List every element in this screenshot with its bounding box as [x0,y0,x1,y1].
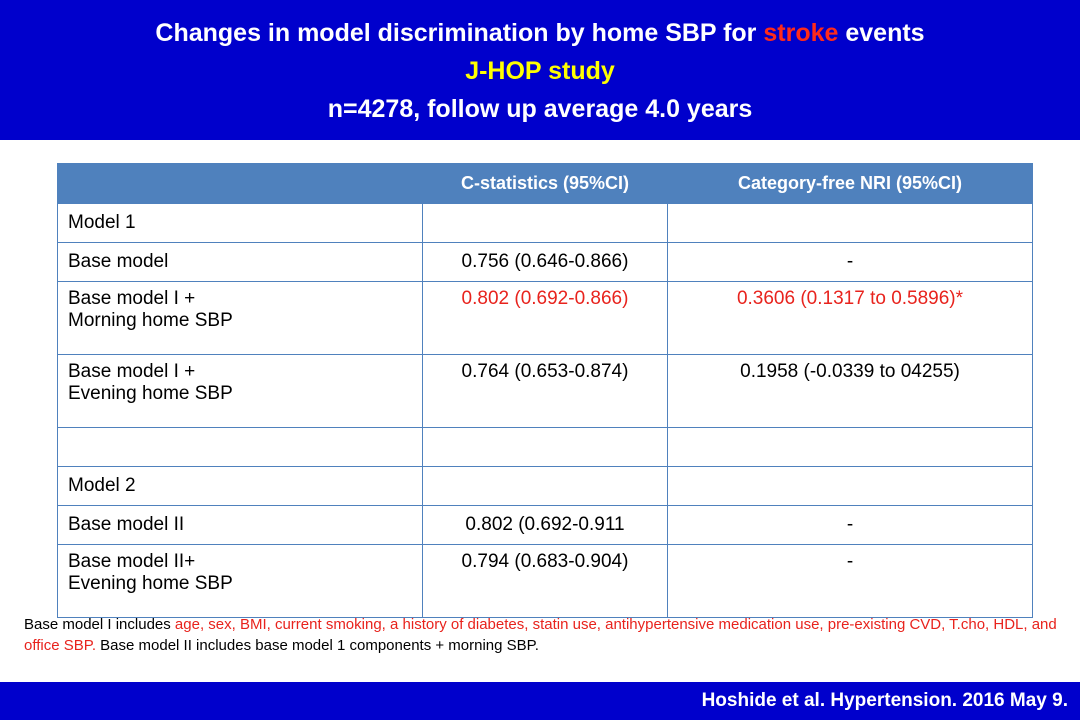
row-label: Base model [57,242,423,282]
table-row: Base model I + Morning home SBP 0.802 (0… [57,281,1033,355]
table-row [57,427,1033,467]
slide-footer: Hoshide et al. Hypertension. 2016 May 9. [0,682,1080,720]
nri-cell: 0.1958 (-0.0339 to 04255) [667,354,1033,428]
row-label-line1: Base model I + [68,361,196,382]
cstat-cell: 0.802 (0.692-0.911 [422,505,668,545]
table-row: Base model 0.756 (0.646-0.866) - [57,242,1033,282]
footnote: Base model I includes age, sex, BMI, cur… [24,614,1070,656]
row-label-line1: Base model II+ [68,551,196,572]
nri-cell [667,427,1033,467]
row-label: Model 2 [57,466,423,506]
table-header-row: C-statistics (95%CI) Category-free NRI (… [57,163,1033,204]
study-name: J-HOP study [465,57,615,85]
table-row: Base model II 0.802 (0.692-0.911 - [57,505,1033,545]
column-header-cstat: C-statistics (95%CI) [422,163,668,204]
table-row: Base model I + Evening home SBP 0.764 (0… [57,354,1033,428]
nri-cell: - [667,242,1033,282]
cstat-cell [422,466,668,506]
row-label: Base model I + Evening home SBP [57,354,423,428]
cstat-cell [422,427,668,467]
nri-cell [667,466,1033,506]
nri-cell: - [667,505,1033,545]
slide-title: Changes in model discrimination by home … [0,14,1080,52]
citation: Hoshide et al. Hypertension. 2016 May 9. [701,690,1068,711]
row-label: Base model II [57,505,423,545]
cohort-info: n=4278, follow up average 4.0 years [327,95,753,123]
row-label-line1: Base model I + [68,288,196,309]
results-table: C-statistics (95%CI) Category-free NRI (… [57,163,1033,618]
title-suffix: events [845,19,925,47]
row-label: Model 1 [57,203,423,243]
row-label: Base model I + Morning home SBP [57,281,423,355]
title-prefix: Changes in model discrimination by home … [155,19,757,47]
row-label-line2: Evening home SBP [68,383,233,404]
column-header-nri: Category-free NRI (95%CI) [667,163,1033,204]
nri-cell: - [667,544,1033,618]
table-row: Base model II+ Evening home SBP 0.794 (0… [57,544,1033,618]
nri-cell [667,203,1033,243]
row-label: Base model II+ Evening home SBP [57,544,423,618]
cstat-cell: 0.794 (0.683-0.904) [422,544,668,618]
footnote-covariates: age, sex, BMI, current smoking, a histor… [24,616,1057,654]
nri-cell: 0.3606 (0.1317 to 0.5896)* [667,281,1033,355]
table-row: Model 1 [57,203,1033,243]
column-header-model [57,163,423,204]
slide-header: Changes in model discrimination by home … [0,0,1080,140]
title-highlight-stroke: stroke [763,19,839,47]
footnote-rest: Base model II includes base model 1 comp… [100,637,539,654]
cstat-cell: 0.764 (0.653-0.874) [422,354,668,428]
table-row: Model 2 [57,466,1033,506]
row-label-line2: Evening home SBP [68,573,233,594]
cstat-cell: 0.802 (0.692-0.866) [422,281,668,355]
cstat-cell [422,203,668,243]
row-label [57,427,423,467]
footnote-intro: Base model I includes [24,616,171,633]
cstat-cell: 0.756 (0.646-0.866) [422,242,668,282]
row-label-line2: Morning home SBP [68,310,233,331]
